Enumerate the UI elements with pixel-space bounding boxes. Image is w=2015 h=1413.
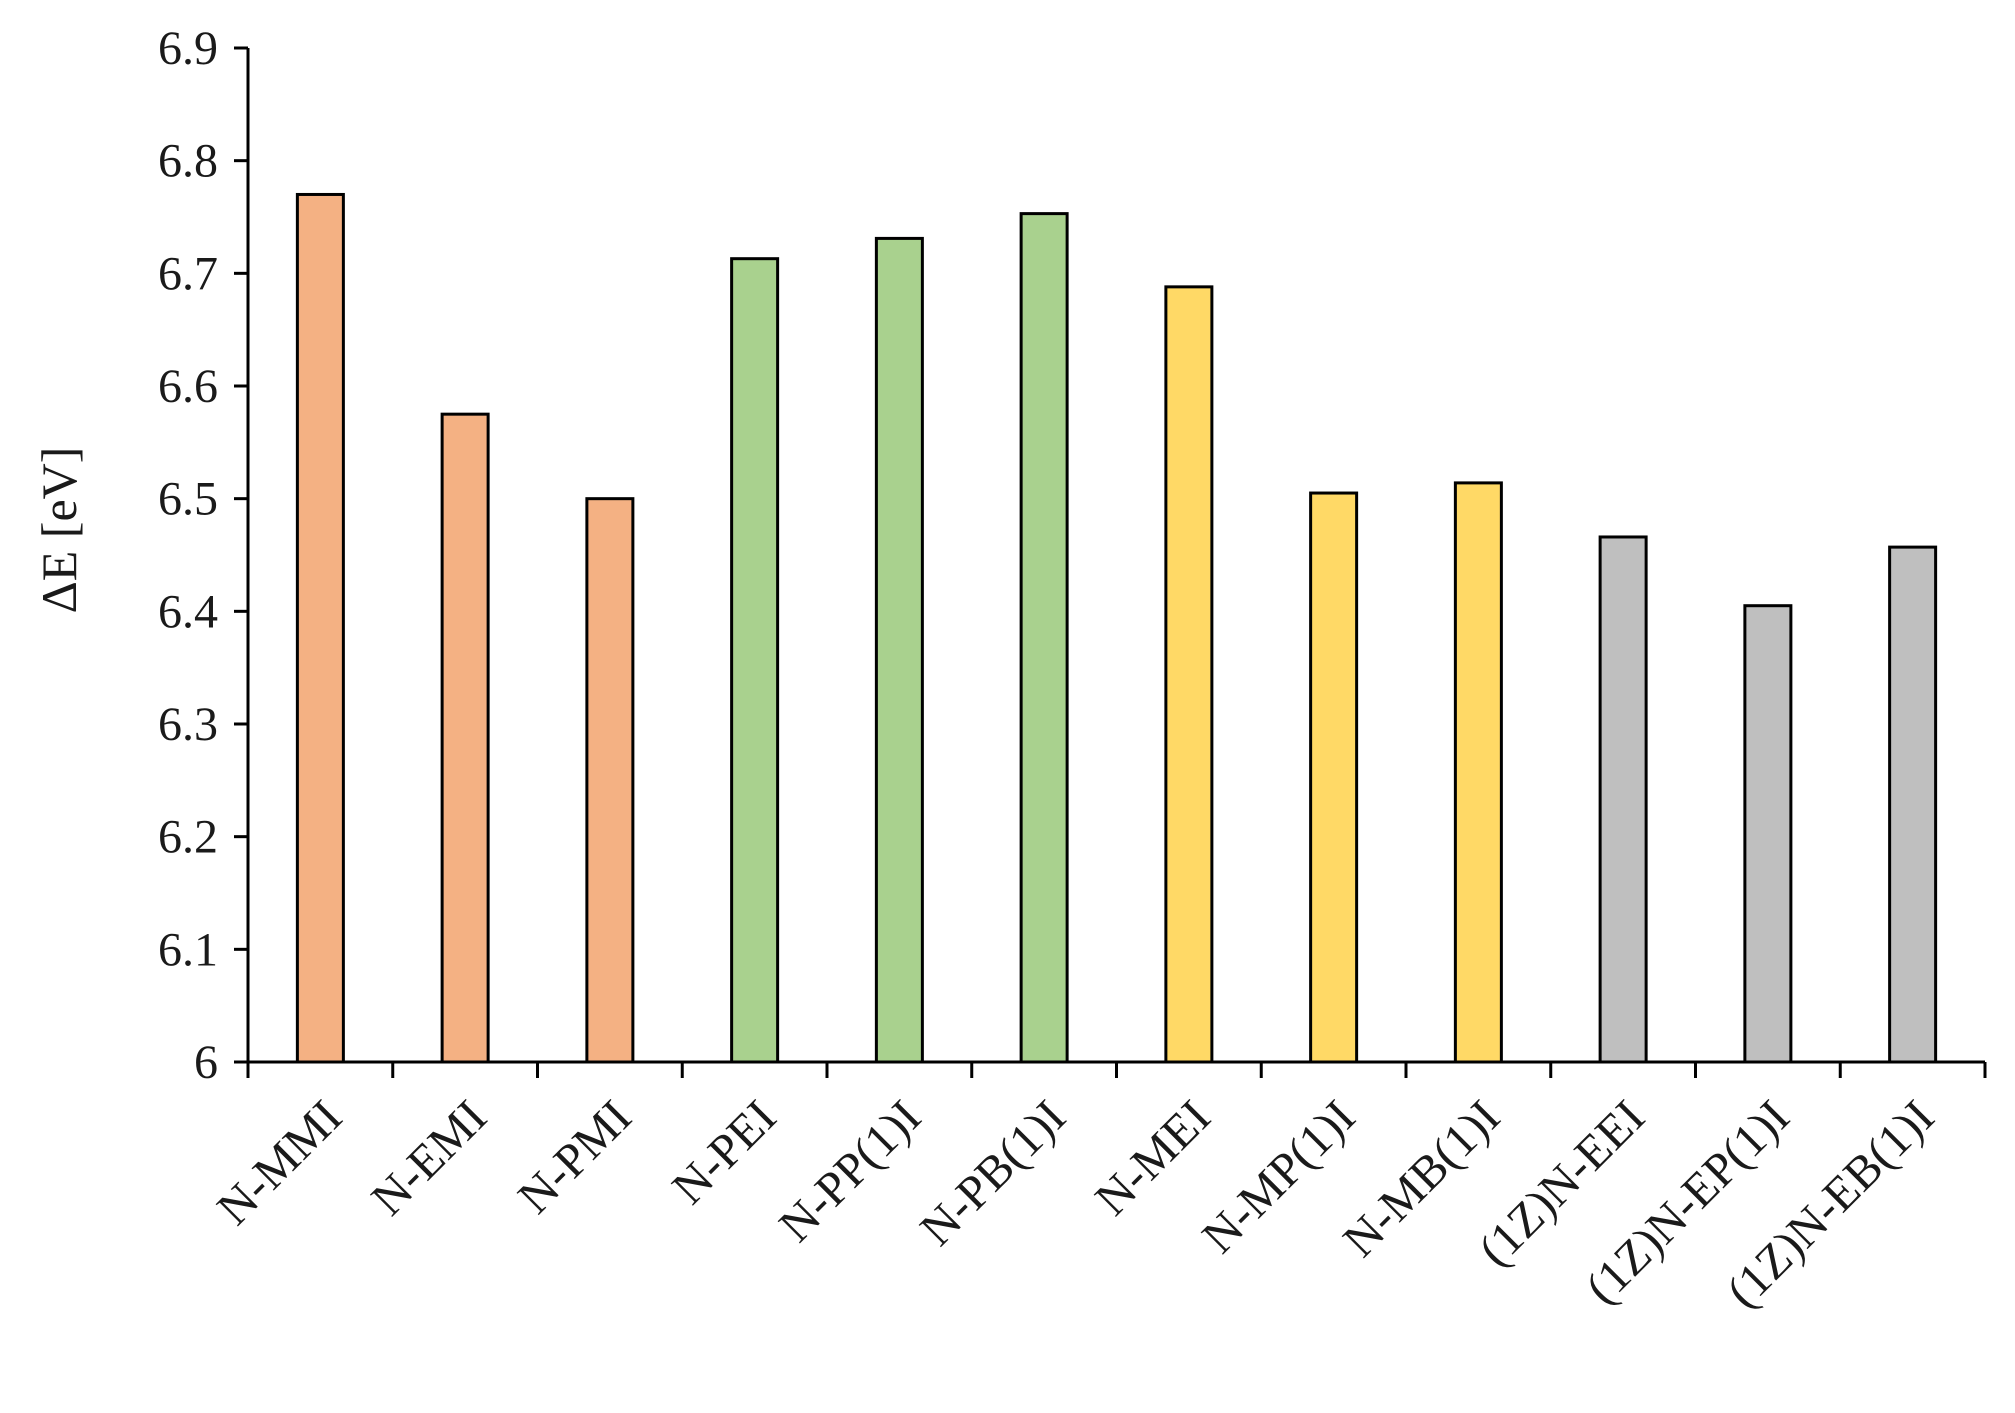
x-tick-label: N-PEI [662,1090,786,1214]
bar [1888,545,1938,1064]
bar [1598,535,1648,1064]
bar [295,192,345,1064]
y-tick-label: 6.3 [158,698,218,751]
y-tick-label: 6.1 [158,923,218,976]
bar [1309,491,1359,1064]
bar [730,257,780,1064]
bar [1164,285,1214,1064]
x-tick-label: N-PP(1)I [769,1090,931,1252]
bars [295,192,1938,1064]
y-tick-label: 6.4 [158,585,218,638]
bar [1743,604,1793,1064]
y-tick-label: 6.9 [158,22,218,75]
x-tick-label: N-MEI [1085,1090,1221,1226]
y-tick-label: 6.6 [158,360,218,413]
y-axis: 6 6.1 6.2 6.3 6.4 6.5 6.6 6.7 6.8 6.9 [158,22,250,1089]
x-axis [246,1060,1987,1078]
bar [1019,212,1069,1064]
x-tick-label: N-MP(1)I [1192,1090,1365,1263]
x-tick-label: N-PB(1)I [910,1090,1076,1256]
y-tick-label: 6 [194,1036,218,1089]
x-tick-label: N-EMI [361,1090,497,1226]
y-tick-label: 6.8 [158,135,218,188]
bar [440,412,490,1064]
y-axis-title: ΔE [eV] [31,447,87,614]
x-tick-label: N-PMI [508,1090,642,1224]
y-tick-label: 6.2 [158,811,218,864]
y-tick-label: 6.7 [158,247,218,300]
bar [585,497,635,1064]
bar [1453,481,1503,1064]
bar [874,236,924,1064]
y-tick-label: 6.5 [158,473,218,526]
x-tick-label: N-MMI [207,1090,352,1235]
